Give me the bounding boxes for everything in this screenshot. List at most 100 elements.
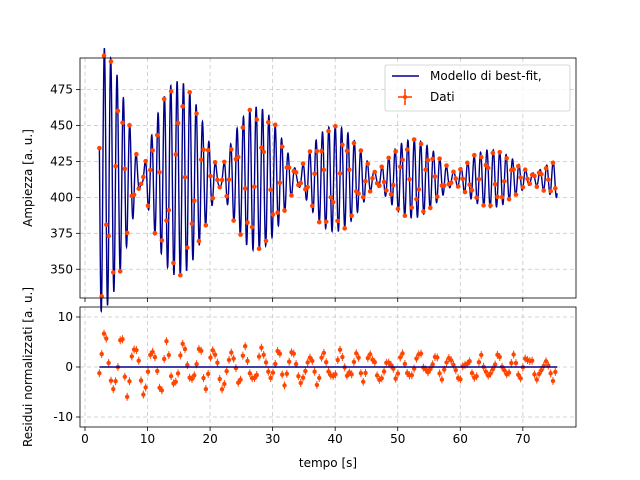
data-point bbox=[252, 184, 257, 189]
residual-point bbox=[122, 374, 128, 379]
bottom-y-tick-label: -10 bbox=[53, 410, 73, 424]
residual-point bbox=[402, 361, 408, 367]
data-point bbox=[330, 199, 336, 205]
data-point bbox=[122, 166, 128, 172]
data-point bbox=[138, 181, 144, 187]
data-point bbox=[395, 206, 401, 212]
data-point bbox=[154, 132, 160, 138]
best-fit-model-path bbox=[98, 47, 558, 313]
data-point bbox=[226, 177, 232, 182]
residual-point bbox=[199, 348, 204, 354]
data-point bbox=[124, 230, 130, 236]
data-point bbox=[148, 167, 153, 173]
top-y-axis-label: Ampiezza [a. u.] bbox=[21, 129, 35, 227]
legend: Modello di best-fit, Dati bbox=[384, 64, 571, 112]
data-point bbox=[506, 196, 512, 202]
data-point bbox=[337, 171, 343, 176]
residual-point bbox=[536, 371, 542, 377]
residual-points bbox=[97, 329, 558, 401]
data-point bbox=[277, 180, 283, 186]
residual-point bbox=[138, 378, 144, 383]
residual-point bbox=[136, 358, 141, 363]
residual-point bbox=[226, 357, 232, 363]
data-point bbox=[367, 189, 373, 194]
data-point bbox=[402, 213, 408, 219]
residual-point bbox=[161, 356, 167, 362]
residual-point bbox=[143, 385, 148, 390]
residual-point bbox=[367, 352, 373, 357]
bottom-x-tick-label: 0 bbox=[81, 432, 89, 446]
data-point bbox=[113, 163, 118, 169]
residual-point bbox=[273, 361, 278, 367]
data-point bbox=[495, 194, 500, 200]
residual-point bbox=[208, 355, 213, 360]
data-point bbox=[120, 120, 125, 126]
residual-point bbox=[106, 360, 111, 366]
data-point bbox=[418, 141, 424, 147]
data-point bbox=[365, 161, 371, 167]
data-point bbox=[478, 154, 484, 160]
data-point bbox=[490, 150, 496, 156]
residual-point bbox=[437, 371, 442, 376]
data-point bbox=[527, 181, 533, 186]
residual-point bbox=[435, 355, 440, 360]
data-point bbox=[386, 155, 391, 161]
residual-point bbox=[518, 376, 523, 381]
residual-point bbox=[189, 376, 195, 382]
data-point bbox=[465, 160, 470, 166]
residual-point bbox=[458, 377, 463, 382]
data-point bbox=[358, 148, 364, 153]
top-y-tick-label: 375 bbox=[50, 226, 73, 240]
data-point bbox=[532, 173, 537, 179]
data-point bbox=[173, 152, 179, 157]
data-point bbox=[384, 188, 389, 193]
data-point bbox=[168, 88, 174, 94]
data-point bbox=[518, 175, 523, 180]
data-point bbox=[326, 128, 331, 134]
data-point bbox=[300, 161, 306, 166]
residual-point bbox=[442, 367, 447, 372]
residual-point bbox=[354, 351, 359, 356]
residual-point bbox=[231, 356, 236, 361]
residual-point bbox=[467, 359, 472, 364]
top-grid bbox=[80, 58, 576, 298]
residual-point bbox=[333, 372, 338, 377]
data-point bbox=[272, 122, 278, 128]
residual-point bbox=[268, 375, 273, 381]
residual-point bbox=[222, 381, 227, 387]
top-y-tick-label: 350 bbox=[50, 262, 73, 276]
residual-point bbox=[513, 360, 519, 366]
residual-point bbox=[319, 355, 324, 360]
residual-point bbox=[224, 368, 229, 374]
residual-point bbox=[205, 371, 211, 377]
data-point bbox=[205, 147, 211, 153]
residual-point bbox=[175, 371, 181, 376]
data-point bbox=[191, 198, 197, 204]
data-point bbox=[256, 246, 262, 252]
data-point bbox=[171, 260, 176, 266]
data-point bbox=[312, 171, 317, 177]
data-point bbox=[131, 192, 137, 198]
data-point bbox=[249, 224, 255, 230]
residual-point bbox=[282, 383, 287, 388]
data-point bbox=[208, 173, 213, 179]
data-point bbox=[219, 177, 225, 183]
data-point bbox=[416, 187, 422, 192]
data-point bbox=[215, 177, 220, 183]
data-point bbox=[238, 232, 243, 237]
data-point bbox=[189, 221, 195, 227]
data-point bbox=[194, 111, 199, 116]
top-y-tick-label: 450 bbox=[50, 119, 73, 133]
data-point bbox=[451, 169, 456, 175]
data-point bbox=[319, 148, 324, 154]
residual-point bbox=[300, 375, 306, 380]
data-point bbox=[360, 194, 366, 200]
residual-point bbox=[293, 361, 299, 367]
bottom-x-tick-label: 70 bbox=[515, 432, 530, 446]
data-point bbox=[187, 89, 192, 95]
data-point bbox=[546, 177, 551, 182]
data-point bbox=[314, 148, 320, 154]
data-point bbox=[458, 167, 463, 172]
data-point bbox=[550, 160, 556, 166]
top-y-tick-label: 425 bbox=[50, 154, 73, 168]
